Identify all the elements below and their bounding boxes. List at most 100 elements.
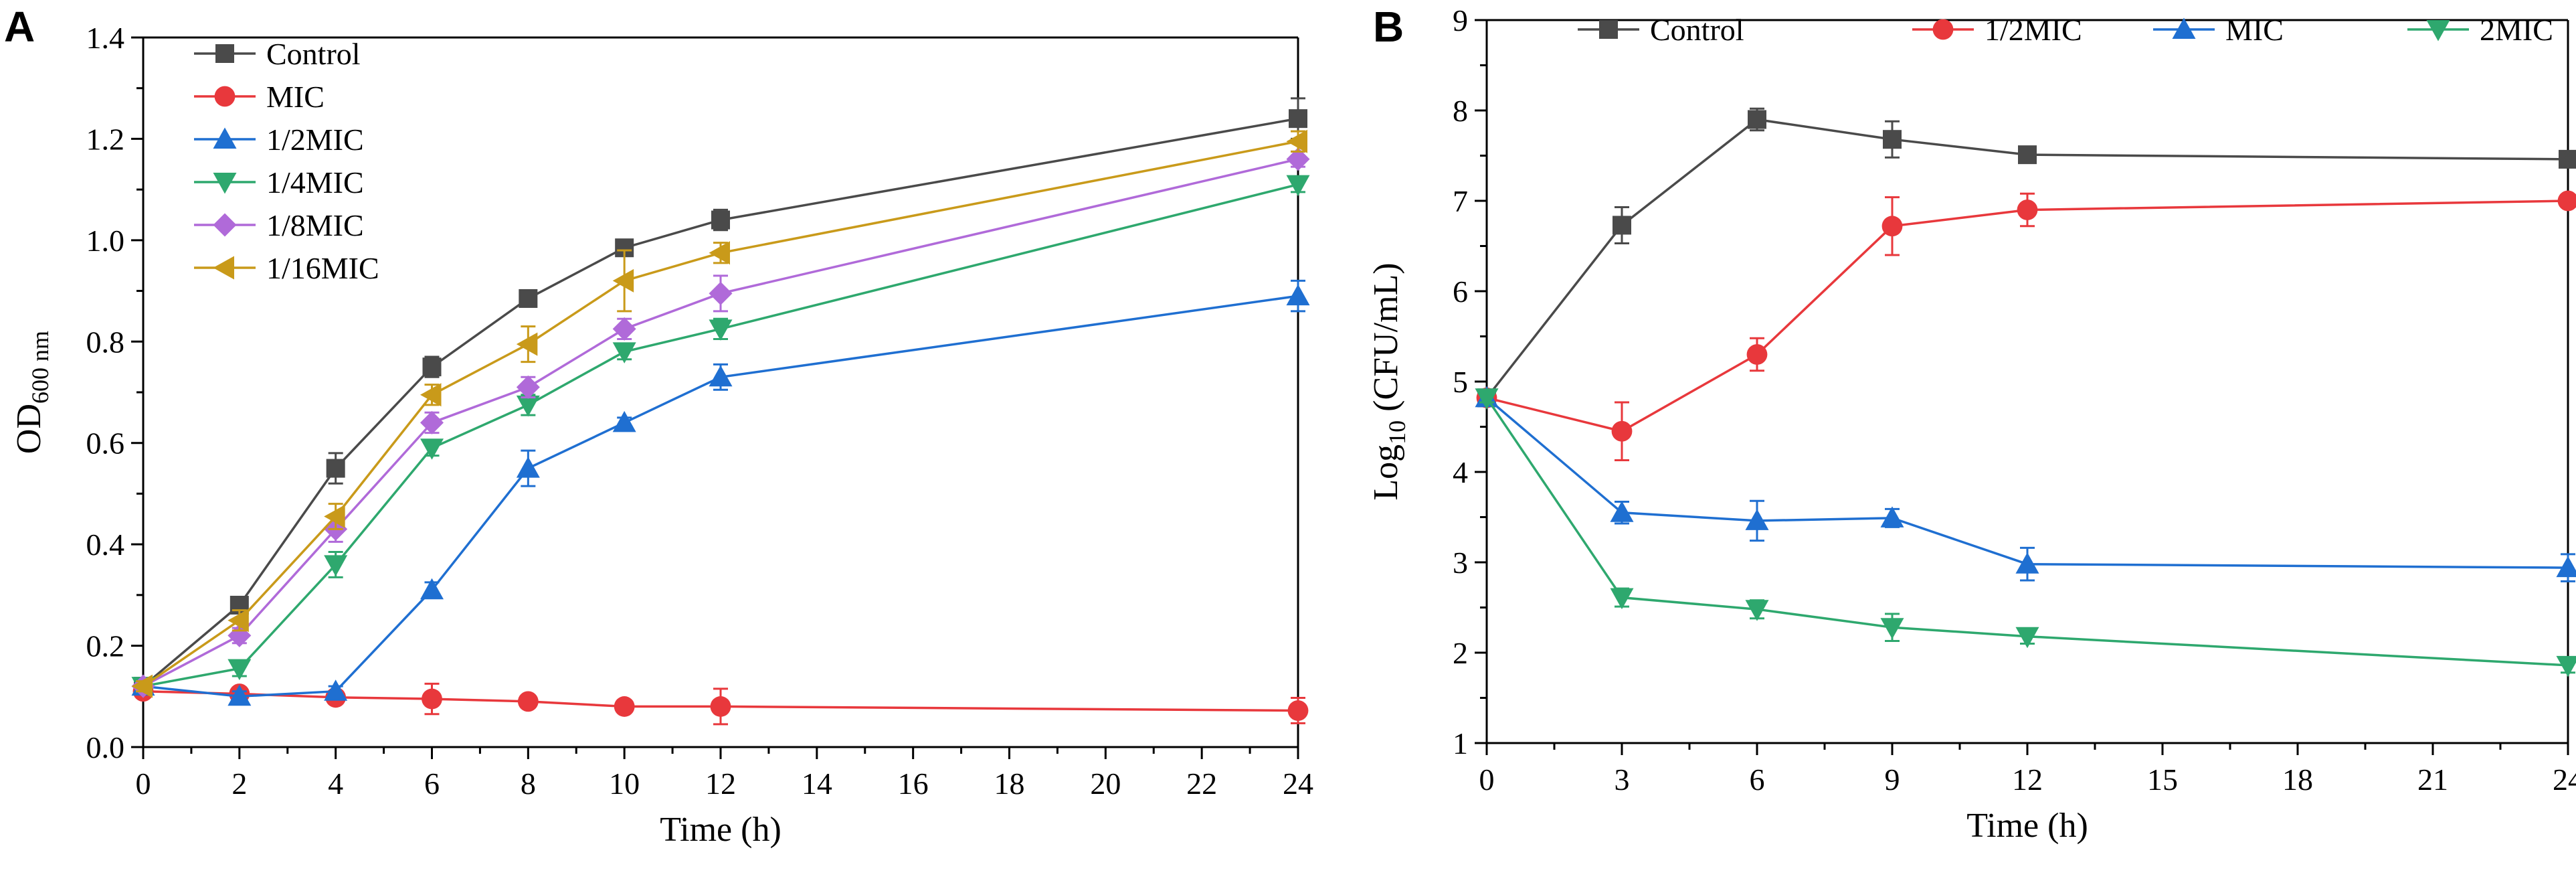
legend-item-control: Control — [1578, 13, 1744, 47]
legend-label: 1/8MIC — [266, 208, 364, 242]
x-tick-label: 4 — [328, 766, 343, 801]
y-axis-title-subscript: 600 nm — [27, 331, 54, 404]
y-tick-label: 0.6 — [86, 426, 125, 461]
data-point-control — [1883, 130, 1902, 149]
x-tick-label: 10 — [609, 766, 640, 801]
data-point-control — [1289, 109, 1307, 128]
legend-item-1-16mic: 1/16MIC — [194, 251, 379, 285]
y-tick-label: 8 — [1453, 94, 1468, 128]
data-point-mic — [1611, 501, 1634, 522]
series-line-mic — [1487, 398, 2568, 568]
y-tick-label: 1 — [1453, 726, 1468, 760]
data-point-1-16mic — [517, 333, 538, 356]
legend-label: MIC — [2225, 13, 2284, 47]
series-control — [1477, 108, 2576, 407]
legend-label: Control — [266, 37, 361, 71]
data-point-mic — [1288, 700, 1309, 721]
legend-marker — [215, 86, 236, 107]
series-line-2mic — [1487, 398, 2568, 665]
data-point-mic — [711, 696, 731, 717]
panel-label-b: B — [1373, 3, 1404, 51]
y-tick-label: 0.8 — [86, 325, 125, 359]
data-point-1-2mic — [613, 411, 636, 432]
legend-marker — [215, 44, 234, 63]
data-point-1-8mic — [709, 282, 733, 305]
legend-label: 1/16MIC — [266, 251, 379, 285]
data-point-control — [423, 357, 442, 376]
x-tick-label: 12 — [2012, 762, 2043, 797]
x-tick-label: 8 — [521, 766, 536, 801]
x-tick-label: 16 — [898, 766, 929, 801]
legend-item-control: Control — [194, 37, 361, 71]
panel-label-a: A — [4, 3, 35, 51]
legend-item-mic: MIC — [2153, 13, 2284, 47]
y-tick-label: 3 — [1453, 546, 1468, 580]
data-point-1-4mic — [613, 342, 636, 363]
y-tick-label: 0.4 — [86, 527, 125, 562]
y-axis-title-unit: (CFU/mL) — [1367, 262, 1405, 420]
data-point-1-2mic — [1882, 216, 1903, 236]
series-mic — [1475, 386, 2576, 582]
x-tick-label: 12 — [705, 766, 736, 801]
y-axis-title-subscript: 10 — [1384, 420, 1410, 444]
x-axis-title: Time (h) — [1966, 807, 2088, 845]
x-tick-label: 0 — [136, 766, 151, 801]
x-tick-label: 3 — [1615, 762, 1630, 797]
series-mic — [133, 681, 1309, 724]
data-point-2mic — [2557, 656, 2576, 677]
legend-item-mic: MIC — [194, 80, 325, 114]
data-point-1-16mic — [420, 383, 442, 406]
series-1-2mic — [132, 280, 1310, 706]
data-point-1-2mic — [517, 457, 540, 478]
data-point-mic — [614, 696, 635, 717]
data-point-control — [2018, 145, 2037, 164]
x-tick-label: 0 — [1479, 762, 1495, 797]
series-line-1-2mic — [1487, 201, 2568, 431]
legend-label: 1/4MIC — [266, 165, 364, 199]
y-tick-label: 0.2 — [86, 629, 125, 663]
x-tick-label: 18 — [994, 766, 1025, 801]
data-point-1-8mic — [517, 376, 540, 399]
data-point-1-8mic — [613, 317, 636, 341]
legend-item-1-2mic: 1/2MIC — [194, 123, 364, 157]
data-point-1-2mic — [1287, 285, 1310, 306]
y-tick-label: 0.0 — [86, 730, 125, 764]
legend-label: 1/2MIC — [266, 123, 364, 157]
legend-label: MIC — [266, 80, 325, 114]
data-point-1-2mic — [2558, 191, 2576, 212]
series-2mic — [1475, 388, 2576, 677]
y-axis-title: OD600 nm — [10, 331, 54, 454]
legend-marker — [1933, 19, 1954, 40]
legend-label: 2MIC — [2480, 13, 2553, 47]
legend-marker — [213, 214, 237, 237]
x-tick-label: 2 — [232, 766, 247, 801]
data-point-control — [327, 459, 345, 478]
x-tick-label: 18 — [2282, 762, 2313, 797]
y-axis-title: Log10 (CFU/mL) — [1367, 262, 1410, 500]
series-1-2mic — [1477, 191, 2576, 461]
y-tick-label: 2 — [1453, 636, 1468, 670]
y-tick-label: 1.0 — [86, 224, 125, 258]
data-point-mic — [2016, 552, 2039, 574]
y-tick-label: 1.2 — [86, 122, 125, 156]
legend-item-1-8mic: 1/8MIC — [194, 208, 364, 242]
y-tick-label: 7 — [1453, 184, 1468, 218]
series-line-control — [143, 118, 1298, 686]
legend-item-2mic: 2MIC — [2407, 13, 2553, 47]
x-tick-label: 20 — [1090, 766, 1121, 801]
y-tick-label: 4 — [1453, 455, 1468, 489]
data-point-1-16mic — [709, 241, 731, 264]
x-tick-label: 22 — [1186, 766, 1217, 801]
legend-item-1-4mic: 1/4MIC — [194, 165, 364, 199]
y-axis-title-main: Log — [1367, 444, 1405, 501]
data-point-control — [1613, 216, 1631, 234]
legend-item-1-2mic: 1/2MIC — [1912, 13, 2082, 47]
x-tick-label: 6 — [424, 766, 440, 801]
data-point-mic — [518, 691, 539, 712]
data-point-1-2mic — [1612, 421, 1633, 442]
legend-label: Control — [1650, 13, 1744, 47]
